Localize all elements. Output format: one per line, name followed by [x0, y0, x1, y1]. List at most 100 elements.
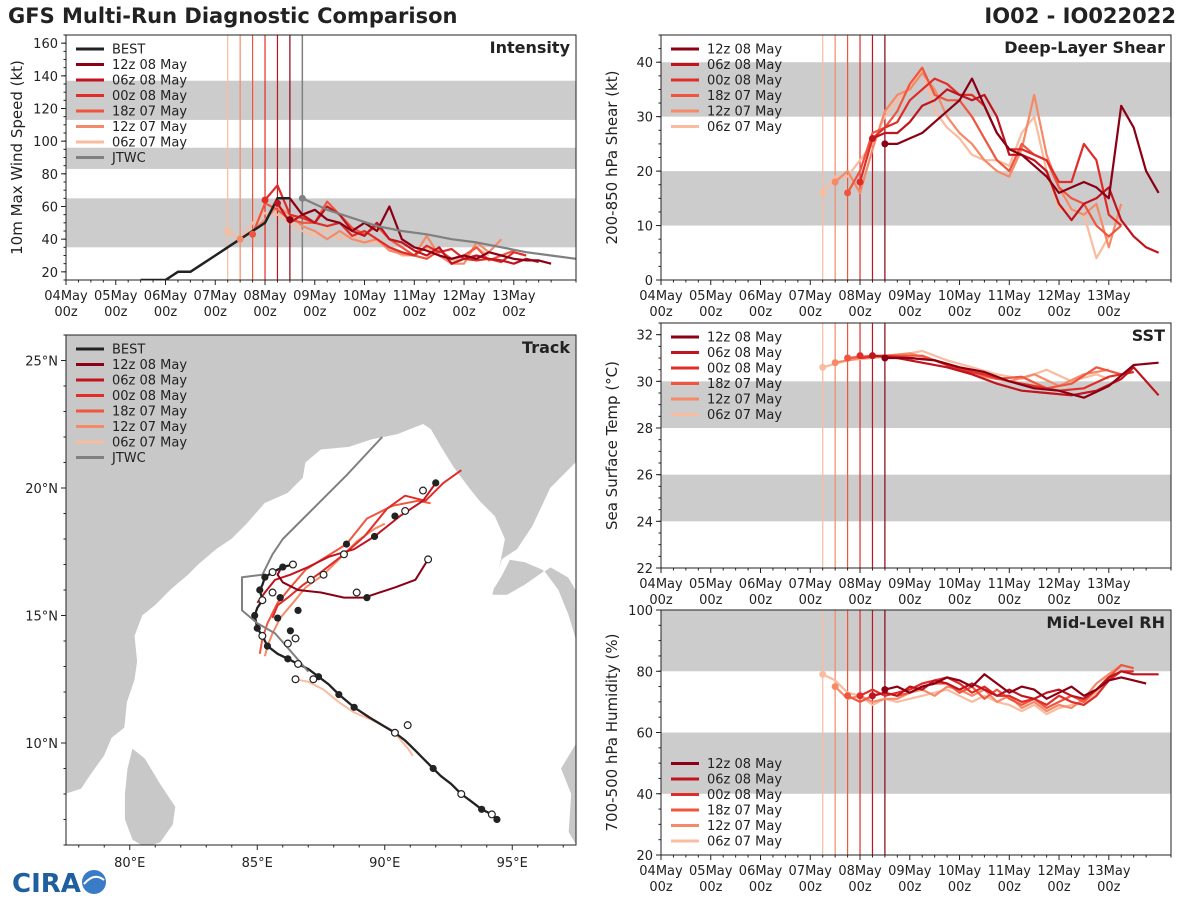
rh-run-start-marker [868, 692, 876, 700]
track-position-marker [276, 594, 284, 602]
shear-xtick-label-date: 07May [789, 289, 833, 304]
sst-xtick-label-date: 04May [639, 577, 683, 592]
sst-series-18z-07-may [847, 354, 1134, 390]
legend-label-06z-07-may: 06z 07 May [707, 408, 782, 423]
track-position-marker-open [283, 639, 292, 648]
intensity-run-start-marker [273, 199, 281, 207]
track-position-marker-open [390, 728, 399, 737]
shear-xtick-label-hour: 00z [1047, 305, 1071, 320]
intensity-ytick-label: 100 [33, 135, 58, 150]
legend-label-best: BEST [112, 343, 145, 358]
intensity-band [66, 147, 576, 169]
sst-xtick-label-hour: 00z [898, 593, 922, 608]
intensity-xtick-label-hour: 00z [502, 305, 526, 320]
intensity-xtick-label-hour: 00z [204, 305, 228, 320]
shear-series-18z-07-may [846, 66, 1122, 238]
shear-xtick-label-hour: 00z [998, 305, 1022, 320]
rh-xtick-label-hour: 00z [948, 880, 972, 895]
intensity-run-start-marker [286, 216, 294, 224]
track-xtick-label: 80°E [114, 856, 145, 871]
legend-label-00z-08-may: 00z 08 May [707, 74, 782, 89]
intensity-xtick-label-date: 05May [94, 289, 138, 304]
track-position-marker-open [291, 675, 300, 684]
shear-xtick-label-hour: 00z [799, 305, 823, 320]
shear-run-start-marker [844, 189, 852, 197]
rh-xtick-label-date: 07May [789, 864, 833, 879]
rh-xtick-label-date: 10May [938, 864, 982, 879]
sst-xtick-label-date: 07May [789, 577, 833, 592]
legend-label-18z-07-may: 18z 07 May [707, 377, 782, 392]
rh-run-start-marker [881, 686, 889, 694]
intensity-run-start-marker [236, 235, 244, 243]
intensity-xtick-label-hour: 00z [253, 305, 277, 320]
shear-xtick-label-date: 09May [888, 289, 932, 304]
legend-label-12z-08-may: 12z 08 May [112, 358, 187, 373]
track-position-marker [286, 627, 294, 635]
intensity-xtick-label-date: 04May [44, 289, 88, 304]
rh-panel: 2040608010004May00z05May00z06May00z07May… [603, 604, 1172, 895]
legend-label-06z-07-may: 06z 07 May [707, 120, 782, 135]
track-position-marker-open [258, 596, 267, 605]
rh-xtick-label-date: 12May [1037, 864, 1081, 879]
rh-series-06z-07-may [822, 673, 1110, 716]
legend-label-12z-07-may: 12z 07 May [707, 105, 782, 120]
rh-run-start-marker [819, 670, 827, 678]
intensity-xtick-label-hour: 00z [403, 305, 427, 320]
rh-xtick-label-date: 05May [689, 864, 733, 879]
intensity-xtick-label-date: 11May [393, 289, 437, 304]
shear-run-start-marker [819, 189, 827, 197]
track-position-marker [256, 586, 264, 594]
storm-id-label: IO02 - IO022022 [984, 4, 1176, 28]
track-xtick-label: 90°E [369, 856, 400, 871]
track-position-marker-open [309, 675, 318, 684]
track-series-06z-07-may [295, 678, 414, 757]
track-position-marker [251, 611, 259, 620]
track-position-marker [335, 690, 343, 699]
sst-panel: 22242628303204May00z05May00z06May00z07Ma… [603, 322, 1172, 608]
intensity-panel: 2040608010012014016004May00z05May00z06Ma… [8, 34, 577, 320]
sst-ytick-label: 26 [636, 469, 653, 484]
intensity-ytick-label: 20 [41, 266, 58, 281]
intensity-run-start-marker [224, 227, 232, 235]
sst-xtick-label-hour: 00z [998, 593, 1022, 608]
sst-ytick-label: 28 [636, 422, 653, 437]
intensity-ytick-label: 160 [33, 37, 58, 52]
track-position-marker-open [419, 486, 428, 495]
rh-xtick-label-date: 09May [888, 864, 932, 879]
intensity-run-start-marker [298, 194, 306, 202]
legend-label-06z-08-may: 06z 08 May [112, 74, 187, 89]
legend-label-06z-08-may: 06z 08 May [707, 58, 782, 73]
intensity-ylabel: 10m Max Wind Speed (kt) [8, 60, 26, 255]
track-position-marker-open [288, 560, 297, 569]
legend-label-12z-07-may: 12z 07 May [707, 393, 782, 408]
legend-label-12z-07-may: 12z 07 May [112, 420, 187, 435]
sst-series-12z-08-may [884, 356, 1159, 399]
legend-label-12z-07-may: 12z 07 May [707, 819, 782, 834]
rh-run-start-marker [856, 692, 864, 700]
shear-xtick-label-date: 04May [639, 289, 683, 304]
sst-xtick-label-hour: 00z [1097, 593, 1121, 608]
rh-ytick-label: 100 [628, 604, 653, 619]
shear-title: Deep-Layer Shear [1004, 38, 1165, 57]
track-position-marker [478, 805, 486, 813]
sst-xtick-label-date: 10May [938, 577, 982, 592]
rh-band [661, 732, 1171, 794]
sst-xtick-label-hour: 00z [649, 593, 673, 608]
shear-xtick-label-hour: 00z [699, 305, 723, 320]
track-xtick-label: 85°E [242, 856, 273, 871]
shear-ytick-label: 30 [636, 111, 653, 126]
track-position-marker-open [294, 659, 303, 668]
rh-xtick-label-date: 11May [988, 864, 1032, 879]
legend-label-jtwc: JTWC [111, 151, 146, 166]
shear-ytick-label: 0 [645, 274, 653, 289]
shear-xtick-label-hour: 00z [649, 305, 673, 320]
rh-ylabel: 700-500 hPa Humidity (%) [603, 633, 621, 831]
intensity-xtick-label-date: 13May [492, 289, 536, 304]
intensity-ytick-label: 40 [41, 233, 58, 248]
rh-xtick-label-date: 06May [739, 864, 783, 879]
legend-label-18z-07-may: 18z 07 May [112, 405, 187, 420]
